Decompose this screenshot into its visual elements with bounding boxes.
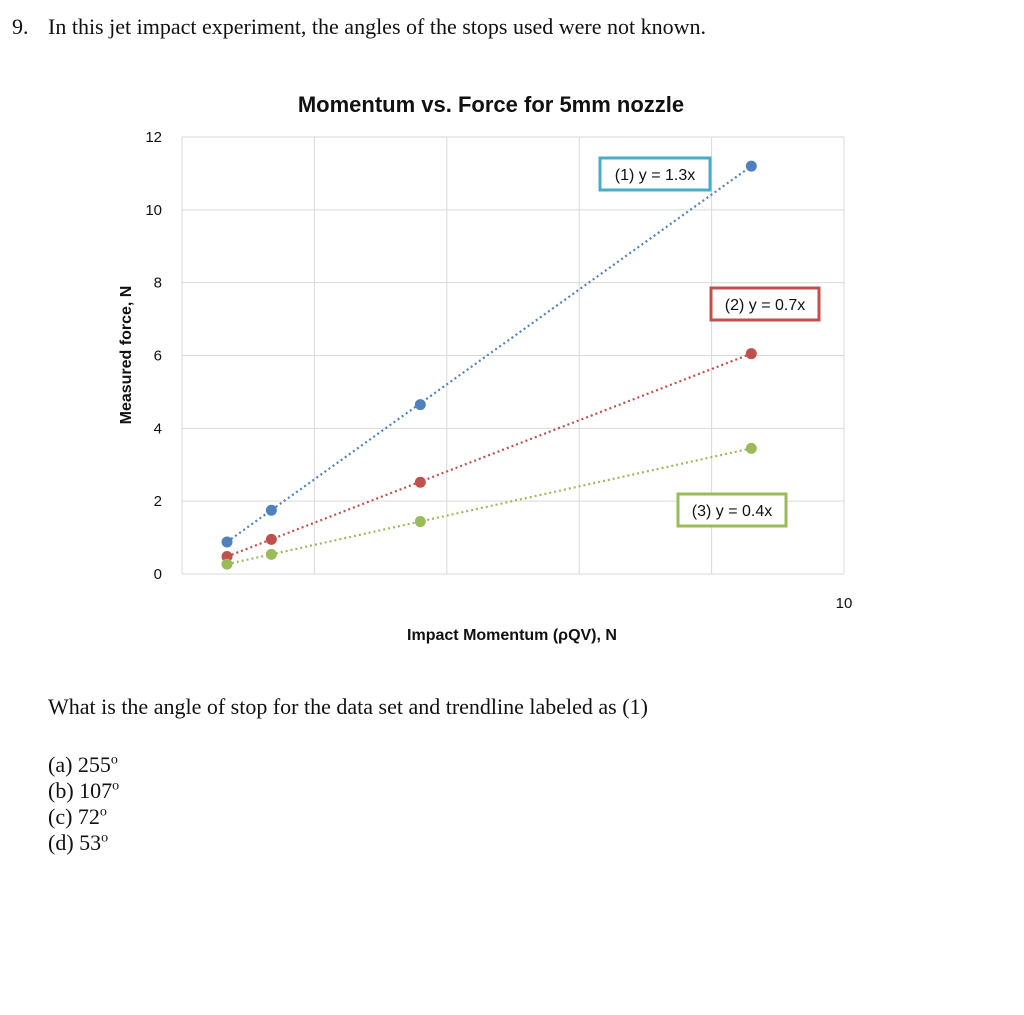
data-point-series-3 (221, 558, 233, 570)
y-tick-label: 8 (154, 275, 162, 292)
data-point-series-2 (745, 348, 757, 360)
option-b[interactable]: (b) 107o (48, 778, 119, 804)
trendline-label-box-3 (676, 492, 788, 528)
data-points (221, 160, 757, 570)
option-d[interactable]: (d) 53o (48, 830, 119, 856)
trendline-labels: (1) y = 1.3x (2) y = 0.7x (3) y = 0.4x (598, 156, 821, 528)
y-tick-label: 0 (154, 566, 162, 583)
x-axis-label: Impact Momentum (ρQV), N (407, 627, 617, 644)
option-label: (d) 53 (48, 830, 102, 855)
question-header: 9. In this jet impact experiment, the ang… (12, 14, 706, 40)
data-point-series-2 (221, 551, 233, 563)
y-tick-label: 2 (154, 493, 162, 510)
question-text: In this jet impact experiment, the angle… (48, 14, 707, 39)
trendline-label-2: (2) y = 0.7x (725, 297, 805, 314)
trendline-3 (226, 447, 752, 566)
chart: Momentum vs. Force for 5mm nozzle 0 2 4 6 8 1… (118, 92, 853, 644)
option-c[interactable]: (c) 72o (48, 804, 119, 830)
answer-options: (a) 255o (b) 107o (c) 72o (d) 53o (48, 752, 119, 856)
question-number: 9. (12, 14, 29, 39)
y-tick-labels: 0 2 4 6 8 10 12 (145, 129, 162, 583)
data-point-series-3 (745, 442, 757, 454)
y-tick-label: 4 (154, 420, 162, 437)
trendline-2 (226, 352, 752, 558)
data-point-series-1 (414, 399, 426, 411)
y-axis-label: Measured force, N (118, 286, 135, 425)
trendlines (226, 165, 752, 566)
y-tick-label: 12 (145, 129, 162, 146)
data-point-series-1 (745, 160, 757, 172)
option-label: (b) 107 (48, 778, 113, 803)
data-point-series-1 (265, 504, 277, 516)
question-prompt: What is the angle of stop for the data s… (48, 694, 648, 719)
trendline-label-3: (3) y = 0.4x (692, 503, 772, 520)
x-tick-labels: 10 (836, 595, 853, 612)
data-point-series-3 (414, 516, 426, 528)
data-point-series-1 (221, 536, 233, 548)
data-point-series-3 (265, 548, 277, 560)
degree-symbol: o (110, 752, 118, 768)
chart-title: Momentum vs. Force for 5mm nozzle (298, 92, 684, 117)
trendline-label-box-1 (598, 156, 712, 192)
x-tick-label: 10 (836, 595, 853, 612)
y-tick-label: 6 (154, 348, 162, 365)
option-label: (c) 72 (48, 804, 100, 829)
option-a[interactable]: (a) 255o (48, 752, 119, 778)
y-tick-label: 10 (145, 202, 162, 219)
degree-symbol: o (99, 804, 107, 820)
degree-symbol: o (112, 778, 120, 794)
data-point-series-2 (414, 476, 426, 488)
trendline-label-box-2 (709, 286, 821, 322)
trendline-1 (226, 165, 752, 543)
trendline-label-1: (1) y = 1.3x (615, 167, 695, 184)
data-point-series-2 (265, 533, 277, 545)
degree-symbol: o (101, 830, 109, 846)
option-label: (a) 255 (48, 752, 111, 777)
